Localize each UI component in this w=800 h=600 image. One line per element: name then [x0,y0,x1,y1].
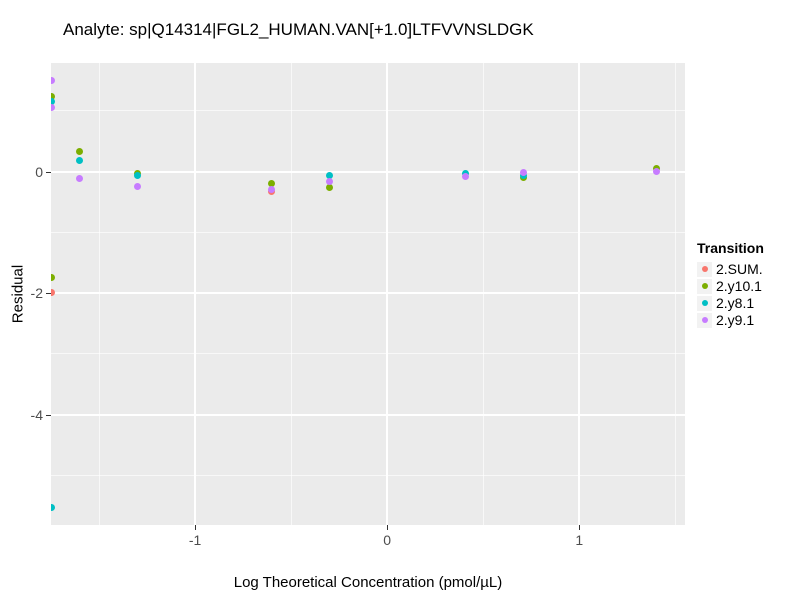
x-tick-label: 1 [575,532,584,548]
legend-key [697,261,712,277]
data-point [326,183,334,191]
x-axis-label: Log Theoretical Concentration (pmol/µL) [233,574,503,591]
data-point [520,168,528,176]
data-point [520,172,528,180]
legend-key-dot [701,266,708,272]
minor-gridline-horizontal [51,474,685,476]
data-point [51,77,55,85]
data-point [326,171,334,179]
data-point [652,167,660,175]
legend-key [697,278,712,294]
y-tick-mark [46,171,51,173]
y-tick-mark [46,414,51,416]
data-point [76,157,84,165]
x-tick-mark [195,525,197,530]
chart-title: Analyte: sp|Q14314|FGL2_HUMAN.VAN[+1.0]L… [63,20,534,39]
y-tick-label: 0 [35,163,43,180]
data-point [51,273,55,281]
legend-title: Transition [697,240,764,256]
x-tick-label: -1 [188,532,202,548]
x-tick-mark [579,525,581,530]
legend-key [697,295,712,311]
data-point [51,288,55,296]
data-point [51,93,55,101]
legend-key-dot [701,283,708,289]
minor-gridline-horizontal [51,110,685,112]
data-point [268,185,276,193]
x-tick-mark [387,525,389,530]
legend-key [697,312,712,328]
y-axis-label: Residual [9,264,27,324]
data-point [133,172,141,180]
data-point [51,104,55,112]
plot-panel [51,63,685,525]
x-tick-label: 0 [383,532,392,548]
legend-item-label: 2.y8.1 [716,295,755,311]
y-tick-mark [46,293,51,295]
data-point [268,179,276,187]
legend-item: 2.y10.1 [697,278,764,294]
minor-gridline-horizontal [51,353,685,355]
major-gridline-horizontal [51,413,685,416]
major-gridline-horizontal [51,170,685,173]
major-gridline-horizontal [51,292,685,295]
data-point [51,503,55,511]
legend-key-dot [701,300,708,306]
data-point [76,174,84,182]
y-tick-label: -2 [30,285,43,302]
data-point [76,147,84,155]
legend-item-label: 2.y9.1 [716,312,755,328]
data-point [326,177,334,185]
data-point [133,182,141,190]
legend-key-dot [701,317,708,323]
legend-item-label: 2.y10.1 [716,278,762,294]
y-tick-label: -4 [30,406,43,423]
legend-item: 2.y8.1 [697,295,764,311]
legend: Transition 2.SUM. 2.y10.1 2.y8.1 2.y9.1 [697,240,764,329]
legend-item: 2.y9.1 [697,312,764,328]
data-point [462,173,470,181]
legend-items: 2.SUM. 2.y10.1 2.y8.1 2.y9.1 [697,261,764,328]
data-point [51,97,55,105]
legend-item: 2.SUM. [697,261,764,277]
legend-item-label: 2.SUM. [716,261,763,277]
minor-gridline-horizontal [51,231,685,233]
